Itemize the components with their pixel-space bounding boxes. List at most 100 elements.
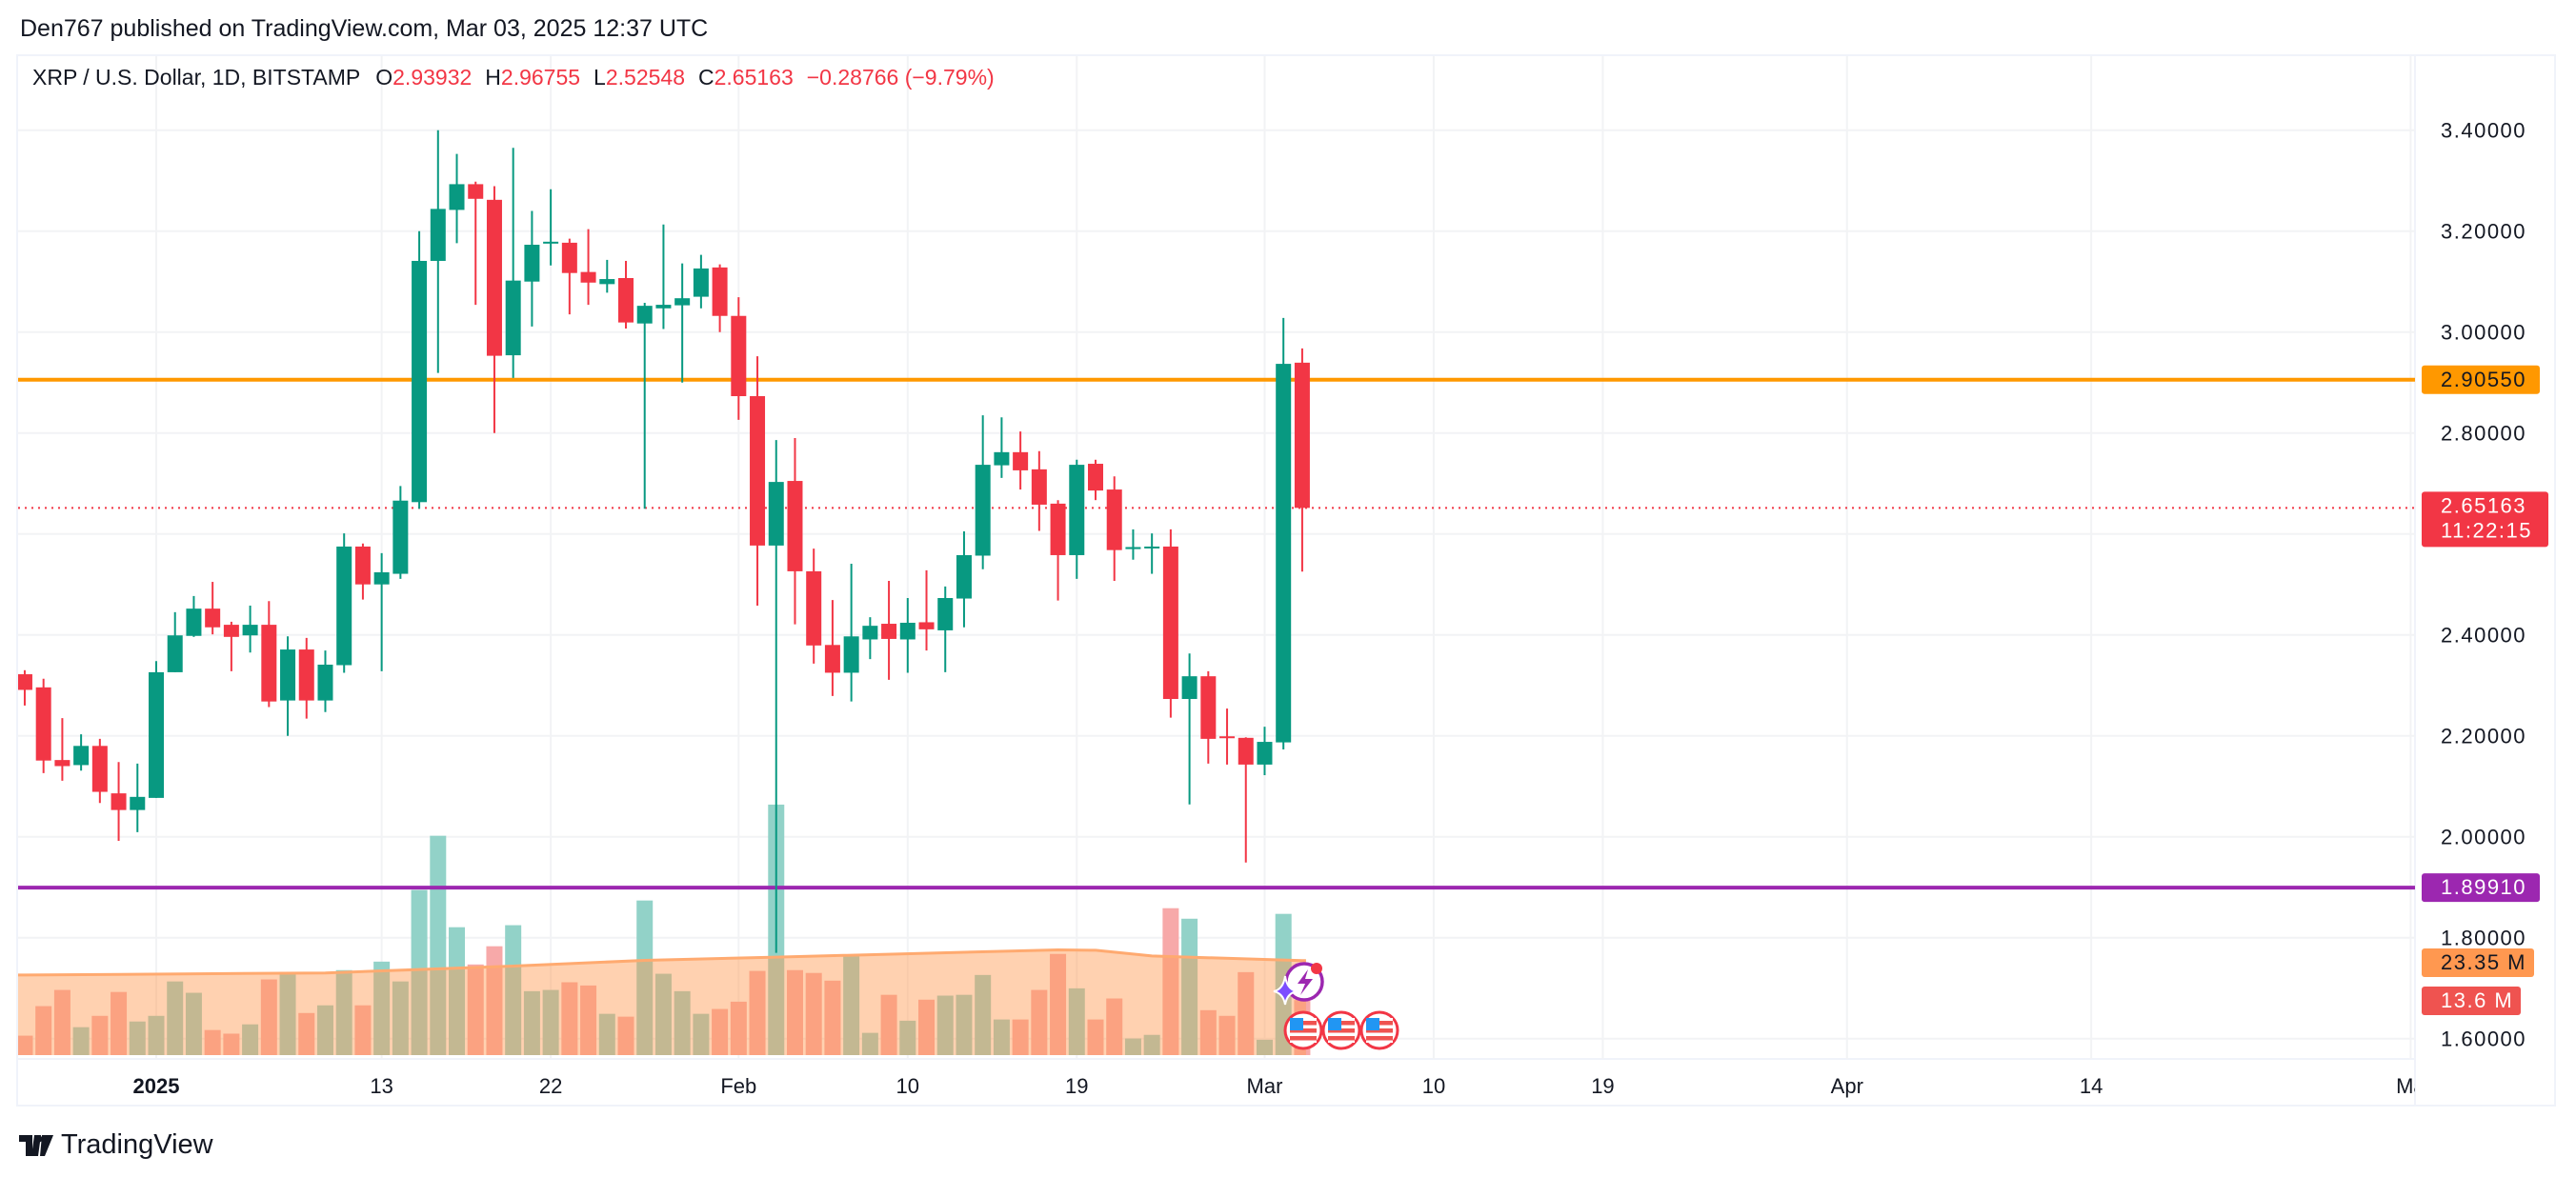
volume-ma-label[interactable]: 23.35 M [2422, 948, 2534, 977]
volume-bar [712, 1008, 729, 1055]
volume-ma-label-text: 23.35 M [2441, 950, 2526, 974]
volume-ma-line [18, 948, 1306, 977]
candle [918, 569, 935, 651]
candle-body [636, 306, 653, 324]
tradingview-logo-icon [19, 1134, 53, 1156]
last-price-label-bg [2422, 491, 2548, 548]
candle-body [149, 671, 164, 798]
candle-body [674, 298, 691, 306]
candle-body [768, 482, 784, 546]
candle-body [91, 746, 108, 792]
candle [994, 417, 1010, 478]
candle-body [899, 622, 916, 640]
volume-bar [523, 990, 540, 1055]
candle [298, 637, 314, 719]
price-axis[interactable]: 3.40000 3.20000 3.00000 2.80000 2.40000 2.200… [2422, 119, 2548, 1051]
candle-body [599, 279, 615, 285]
volume-bar [598, 1013, 615, 1055]
volume-bar [617, 1016, 634, 1055]
candle-body [693, 268, 709, 297]
volume-bar [449, 927, 466, 1055]
volume-bar [1012, 1019, 1029, 1055]
price-tick-label: 2.20000 [2441, 725, 2526, 748]
candle-body [317, 664, 333, 701]
level-price-label[interactable]: 1.89910 [2422, 873, 2540, 903]
time-axis[interactable]: 2025 13 22 Feb 10 19 Mar 10 19 Apr 14 Ma [133, 1074, 2426, 1098]
candle [824, 600, 840, 696]
lightning-event-icon[interactable] [1273, 962, 1324, 1006]
candle [1069, 459, 1085, 579]
volume-bar [561, 982, 578, 1055]
volume-label-bg [2422, 987, 2521, 1015]
candle [430, 130, 446, 373]
candle-body [430, 209, 446, 261]
open-value: 2.93932 [392, 65, 473, 90]
symbol-legend: XRP / U.S. Dollar, 1D, BITSTAMP O 2.93932… [32, 65, 1008, 90]
candle-body [618, 277, 634, 323]
candle-body [223, 625, 239, 637]
level-price-label[interactable]: 2.90550 [2422, 365, 2540, 394]
volume-bar [354, 1005, 372, 1055]
last-price-label-text: 11:22:15 [2441, 518, 2532, 542]
close-label: C [697, 65, 714, 90]
low-label: L [594, 65, 606, 90]
volume-ma-series [18, 948, 1306, 1055]
level-price-label-text: 1.89910 [2441, 875, 2526, 899]
time-tick-label: 22 [539, 1074, 562, 1098]
volume-bar [298, 1012, 315, 1055]
candle [1200, 670, 1217, 764]
open-label: O [375, 65, 393, 90]
volume-bar [1050, 953, 1067, 1055]
candle [354, 543, 371, 600]
candle-body [862, 626, 878, 640]
candle-body [1238, 737, 1254, 765]
candle-body [1294, 362, 1310, 509]
candle-body [881, 624, 897, 639]
volume-bar [1256, 1039, 1273, 1055]
price-tick-label: 1.80000 [2441, 927, 2526, 950]
candle [223, 621, 239, 671]
us-flag-icon[interactable] [1321, 1010, 1361, 1050]
candle-body [1162, 546, 1178, 700]
volume-bar [53, 989, 70, 1055]
volume-bar [749, 970, 766, 1055]
candle [1050, 500, 1066, 601]
volume-bar [956, 994, 973, 1055]
tradingview-footer[interactable]: TradingView [19, 1129, 213, 1161]
candle [373, 552, 390, 671]
candle-body [1106, 489, 1122, 550]
flag-stripe [1290, 1036, 1317, 1041]
candle [1031, 450, 1047, 531]
us-flag-icon[interactable] [1283, 1010, 1323, 1050]
candle [636, 302, 653, 509]
volume-bar [392, 981, 409, 1055]
volume-bar [185, 992, 202, 1055]
candle [618, 260, 634, 329]
level-price-label-bg [2422, 365, 2540, 394]
candle-body [111, 793, 127, 810]
symbol-title[interactable]: XRP / U.S. Dollar, 1D, BITSTAMP [32, 65, 361, 90]
candle [843, 563, 859, 702]
time-tick-label: 2025 [133, 1074, 180, 1098]
candle-series [18, 130, 1310, 953]
event-markers[interactable] [1273, 962, 1399, 1050]
volume-bar [1162, 908, 1179, 1055]
volume-bar [786, 969, 803, 1055]
volume-bar [335, 969, 352, 1055]
candle-body [354, 546, 371, 585]
flag-stripe [1366, 1036, 1393, 1041]
candle [768, 440, 784, 953]
volume-bar [1124, 1038, 1141, 1055]
flag-canton [1328, 1018, 1341, 1030]
volume-label[interactable]: 13.6 M [2422, 987, 2521, 1015]
candle-body [186, 608, 202, 636]
candle [242, 605, 258, 653]
horizontal-levels[interactable] [18, 377, 2415, 890]
us-flag-icon[interactable] [1359, 1010, 1399, 1050]
candle-body [1031, 469, 1047, 505]
candle-body [824, 645, 840, 673]
candle [280, 636, 296, 736]
candle-body [918, 622, 935, 629]
